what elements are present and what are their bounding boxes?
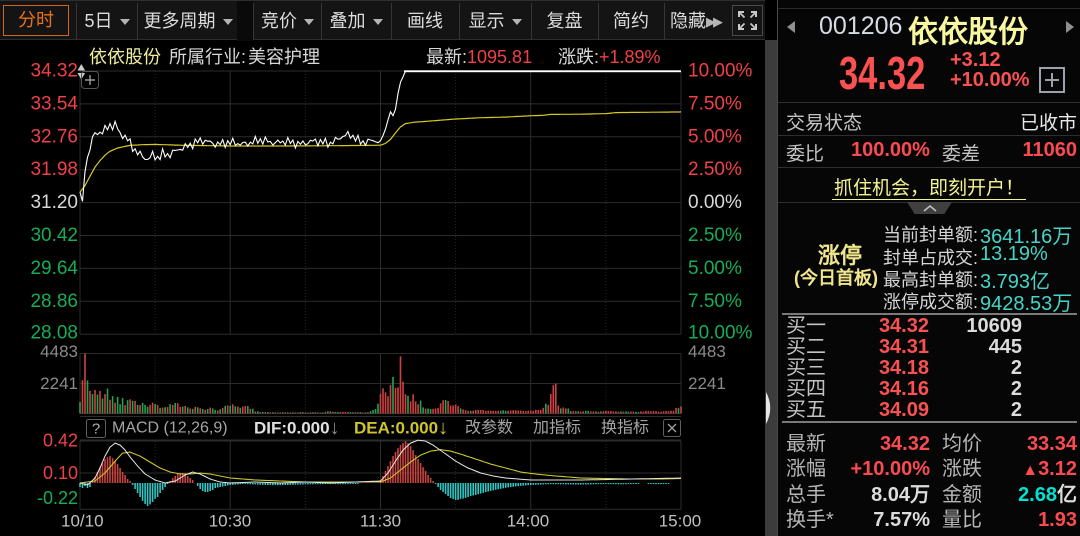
svg-text:?: ?	[92, 421, 100, 438]
svg-text:0.42: 0.42	[43, 431, 78, 451]
svg-text:MACD (12,26,9): MACD (12,26,9)	[112, 420, 228, 437]
svg-text:DIF:0.000↓: DIF:0.000↓	[254, 417, 340, 439]
svg-text:5.00%: 5.00%	[688, 126, 742, 147]
svg-text:14:00: 14:00	[507, 512, 550, 531]
svg-text:28.08: 28.08	[30, 323, 78, 344]
svg-text:换指标: 换指标	[601, 419, 649, 437]
svg-text:31.98: 31.98	[30, 159, 78, 180]
svg-text:11:30: 11:30	[360, 512, 401, 531]
svg-text:-0.22: -0.22	[37, 488, 78, 508]
svg-text:5.00%: 5.00%	[688, 258, 742, 279]
svg-text:2241: 2241	[40, 374, 78, 393]
svg-text:10.00%: 10.00%	[688, 61, 753, 82]
svg-text:28.86: 28.86	[30, 291, 78, 312]
svg-text:2241: 2241	[688, 374, 726, 393]
svg-text:4483: 4483	[688, 342, 726, 361]
svg-text:29.64: 29.64	[30, 258, 78, 279]
svg-text:34.32: 34.32	[30, 61, 78, 82]
svg-text:32.76: 32.76	[30, 126, 78, 147]
svg-text:2.50%: 2.50%	[688, 159, 742, 180]
svg-text:15:00: 15:00	[659, 512, 702, 531]
svg-text:31.20: 31.20	[30, 192, 78, 213]
svg-text:2.50%: 2.50%	[688, 225, 742, 246]
svg-text:10/10: 10/10	[61, 512, 104, 531]
svg-text:10:30: 10:30	[209, 512, 252, 531]
svg-text:0.00%: 0.00%	[688, 192, 742, 213]
svg-text:4483: 4483	[40, 342, 78, 361]
svg-text:7.50%: 7.50%	[688, 291, 742, 312]
svg-text:DEA:0.000↓: DEA:0.000↓	[354, 417, 448, 439]
svg-text:33.54: 33.54	[30, 93, 78, 114]
svg-text:0.10: 0.10	[43, 463, 78, 483]
svg-text:改参数: 改参数	[465, 419, 513, 437]
svg-text:加指标: 加指标	[533, 419, 581, 437]
svg-text:30.42: 30.42	[30, 225, 78, 246]
svg-text:7.50%: 7.50%	[688, 93, 742, 114]
svg-text:10.00%: 10.00%	[688, 323, 753, 344]
